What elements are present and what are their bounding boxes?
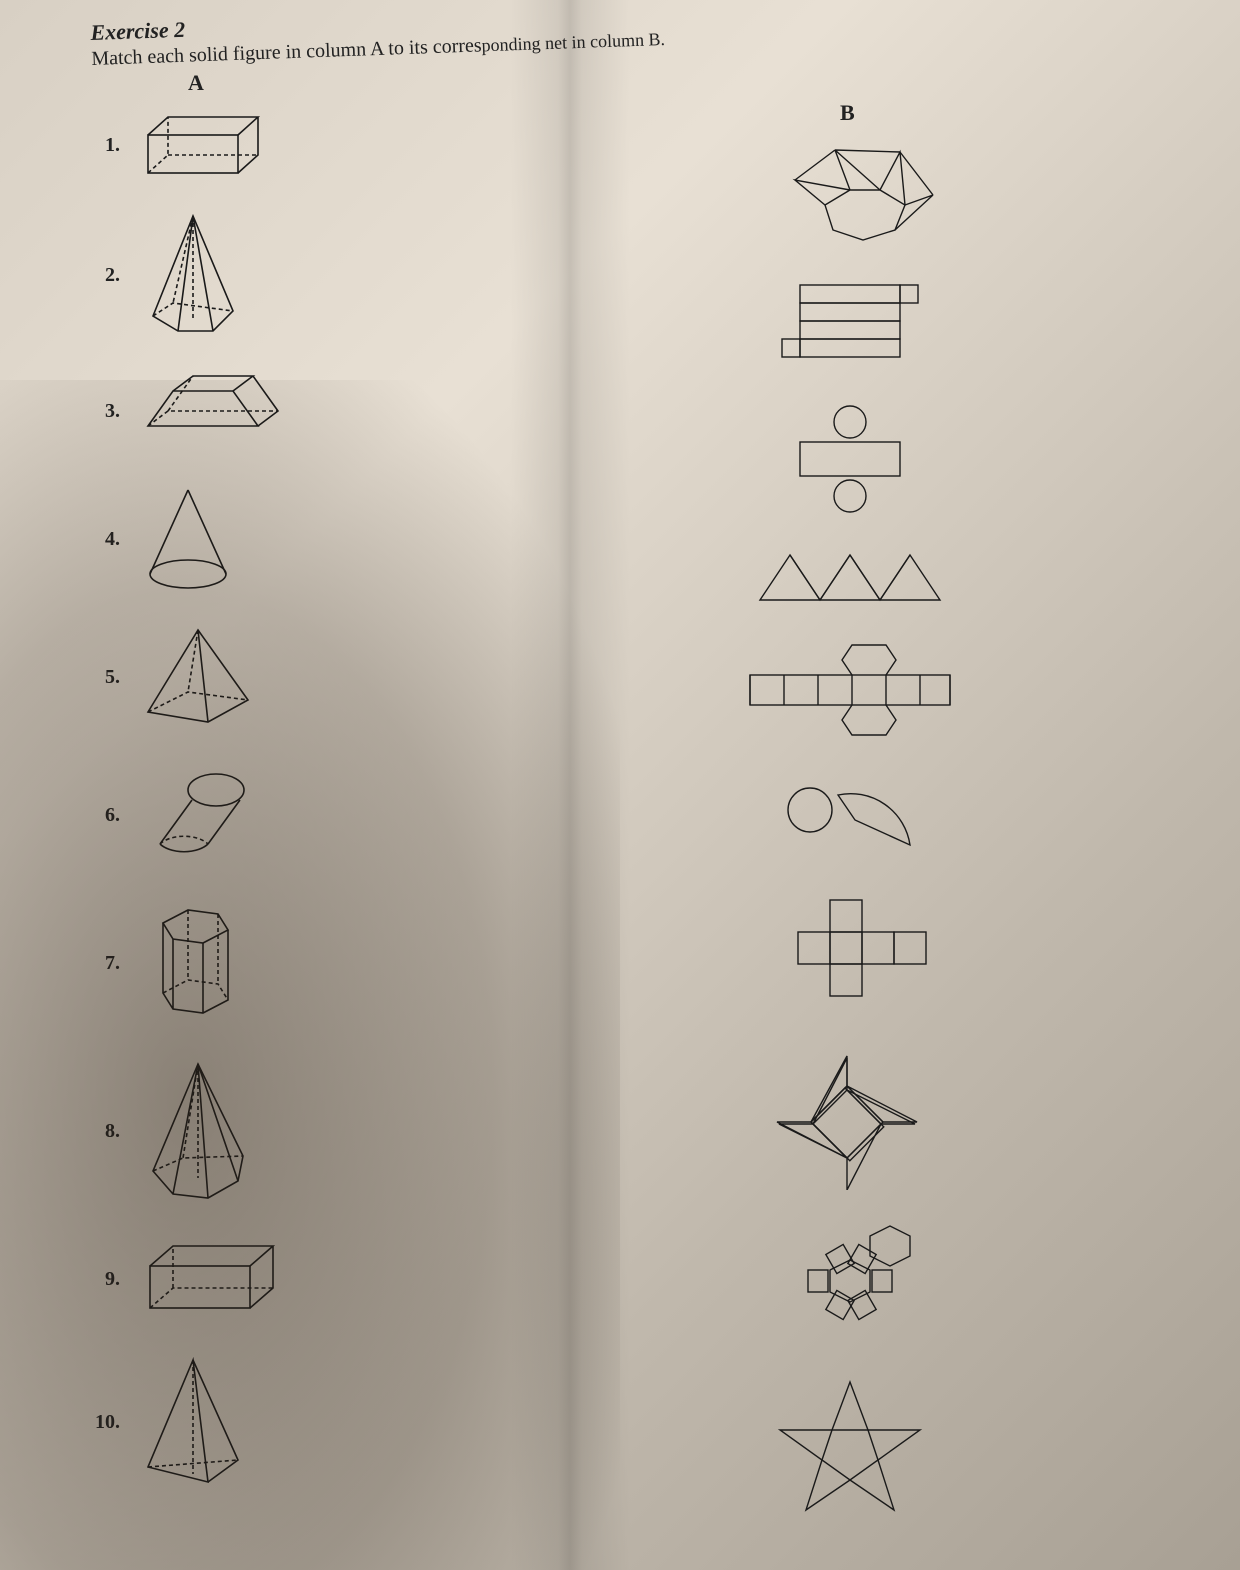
item-number: 4. — [90, 528, 120, 551]
item-b-10 — [740, 1370, 960, 1520]
item-a-10: 10. — [90, 1347, 288, 1497]
square-pyramid-icon — [138, 622, 258, 732]
item-a-7: 7. — [90, 893, 288, 1033]
item-b-1 — [740, 130, 960, 250]
rectangular-prism-2-icon — [138, 1234, 288, 1324]
item-b-9 — [740, 1210, 960, 1350]
item-a-8: 8. — [90, 1051, 288, 1211]
item-b-8 — [740, 1050, 960, 1190]
net-rect-prism-strip-icon — [765, 270, 935, 380]
hexagonal-pyramid-icon — [138, 1056, 258, 1206]
item-a-4: 4. — [90, 479, 288, 599]
item-a-5: 5. — [90, 617, 288, 737]
item-a-1: 1. — [90, 100, 288, 190]
item-number: 6. — [90, 804, 120, 827]
item-number: 8. — [90, 1120, 120, 1143]
item-number: 1. — [90, 134, 120, 157]
cone-icon — [138, 482, 238, 597]
item-a-9: 9. — [90, 1229, 288, 1329]
trapezoidal-prism-icon — [138, 366, 288, 456]
instruction-part2: ponding net in column B. — [481, 29, 665, 55]
column-a: 1. 2. 3. — [90, 100, 288, 1515]
item-number: 5. — [90, 666, 120, 689]
page-seam — [510, 0, 630, 1570]
item-b-6 — [740, 760, 960, 870]
item-a-2: 2. — [90, 208, 288, 343]
net-hexagonal-pyramid-icon — [765, 130, 935, 250]
item-number: 3. — [90, 400, 120, 423]
rectangular-prism-icon — [138, 105, 268, 185]
net-hexagonal-prism-cross-icon — [740, 640, 960, 740]
item-a-3: 3. — [90, 361, 288, 461]
net-pentagram-icon — [770, 1370, 930, 1520]
item-number: 10. — [90, 1411, 120, 1434]
column-b — [740, 130, 960, 1540]
net-cylinder-icon — [765, 400, 935, 520]
item-b-2 — [740, 270, 960, 380]
item-b-3 — [740, 400, 960, 520]
header: Exercise 2 Match each solid figure in co… — [90, 0, 1161, 71]
item-number: 9. — [90, 1268, 120, 1291]
item-number: 2. — [90, 264, 120, 287]
column-b-label: B — [840, 100, 855, 126]
worksheet-page: Exercise 2 Match each solid figure in co… — [0, 0, 1240, 1570]
item-b-5 — [740, 640, 960, 740]
triangular-pyramid-icon — [138, 1352, 248, 1492]
cylinder-icon — [138, 760, 258, 870]
item-a-6: 6. — [90, 755, 288, 875]
item-number: 7. — [90, 952, 120, 975]
net-square-pyramid-icon — [765, 1050, 935, 1190]
net-triangles-row-icon — [750, 540, 950, 620]
item-b-4 — [740, 540, 960, 620]
net-cube-cross-icon — [765, 890, 935, 1030]
net-hex-ring-icon — [760, 1210, 940, 1350]
net-cone-icon — [760, 760, 940, 870]
pentagonal-pyramid-icon — [138, 211, 248, 341]
hexagonal-prism-icon — [138, 898, 248, 1028]
item-b-7 — [740, 890, 960, 1030]
column-a-label: A — [188, 70, 204, 96]
